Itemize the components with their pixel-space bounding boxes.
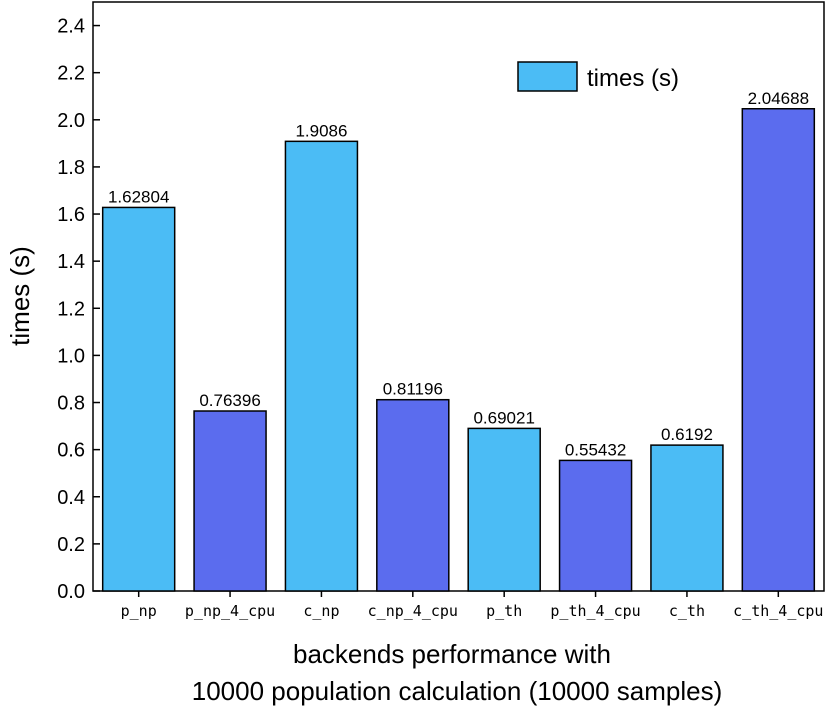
bar-c-th-4-cpu [741, 108, 816, 592]
y-tick-label: 0.4 [57, 487, 85, 509]
data-label: 2.04688 [748, 89, 809, 108]
data-label: 0.55432 [565, 440, 626, 459]
data-label: 0.69021 [473, 408, 534, 427]
data-label: 0.6192 [661, 425, 713, 444]
y-tick-label: 1.4 [57, 251, 85, 273]
y-tick-label: 0.2 [57, 534, 85, 556]
bar-p-th [467, 427, 541, 592]
legend: times (s) [517, 61, 679, 92]
x-tick-label: c_th [669, 602, 705, 620]
bar-c-np [284, 140, 359, 592]
y-tick-label: 1.8 [57, 157, 85, 179]
bar-c-th [650, 444, 724, 592]
y-ticks-group: 0.0 0.2 0.4 0.6 0.8 1.0 1.2 1.4 1.6 1.8 2.0 2.2 2.4 [57, 16, 100, 603]
bar-c-np-4-cpu [376, 398, 450, 592]
x-ticks-group: p_np p_np_4_cpu c_np c_np_4_cpu p_th p_th_4_c… [121, 591, 823, 620]
y-tick-label: 0.8 [57, 393, 85, 415]
x-tick-label: p_th [486, 602, 522, 620]
y-tick-label: 0.6 [57, 440, 85, 462]
bar-p-np-4-cpu [193, 410, 267, 592]
data-label: 0.76396 [199, 391, 260, 410]
y-tick-label: 2.0 [57, 110, 85, 132]
x-tick-label: p_np [121, 602, 157, 620]
bars-group: 1.62804 0.76396 1.9086 0.81196 0.69021 0.5543… [101, 89, 816, 592]
y-tick-label: 2.4 [57, 16, 85, 38]
x-axis-title-line-2: 10000 population calculation (10000 samp… [192, 676, 722, 706]
y-tick-label: 1.6 [57, 204, 85, 226]
data-label: 1.9086 [295, 121, 347, 140]
plot-frame [92, 1, 825, 592]
y-tick-label: 1.2 [57, 298, 85, 320]
x-tick-label: c_np_4_cpu [368, 602, 458, 620]
x-axis-title-line-1: backends performance with [293, 639, 611, 669]
data-label: 0.81196 [383, 380, 443, 399]
x-tick-label: p_th_4_cpu [550, 602, 640, 620]
y-tick-label: 2.2 [57, 63, 85, 85]
legend-swatch [517, 61, 578, 92]
y-axis-title: times (s) [5, 246, 35, 346]
bar-p-th-4-cpu [558, 459, 633, 592]
data-label: 1.62804 [108, 187, 169, 206]
bar-p-np [101, 206, 176, 592]
y-tick-label: 1.0 [57, 345, 85, 367]
legend-label: times (s) [587, 65, 679, 92]
x-tick-label: c_np [303, 602, 339, 620]
x-tick-label: p_np_4_cpu [185, 602, 275, 620]
y-tick-label: 0.0 [57, 581, 85, 603]
x-tick-label: c_th_4_cpu [733, 602, 823, 620]
